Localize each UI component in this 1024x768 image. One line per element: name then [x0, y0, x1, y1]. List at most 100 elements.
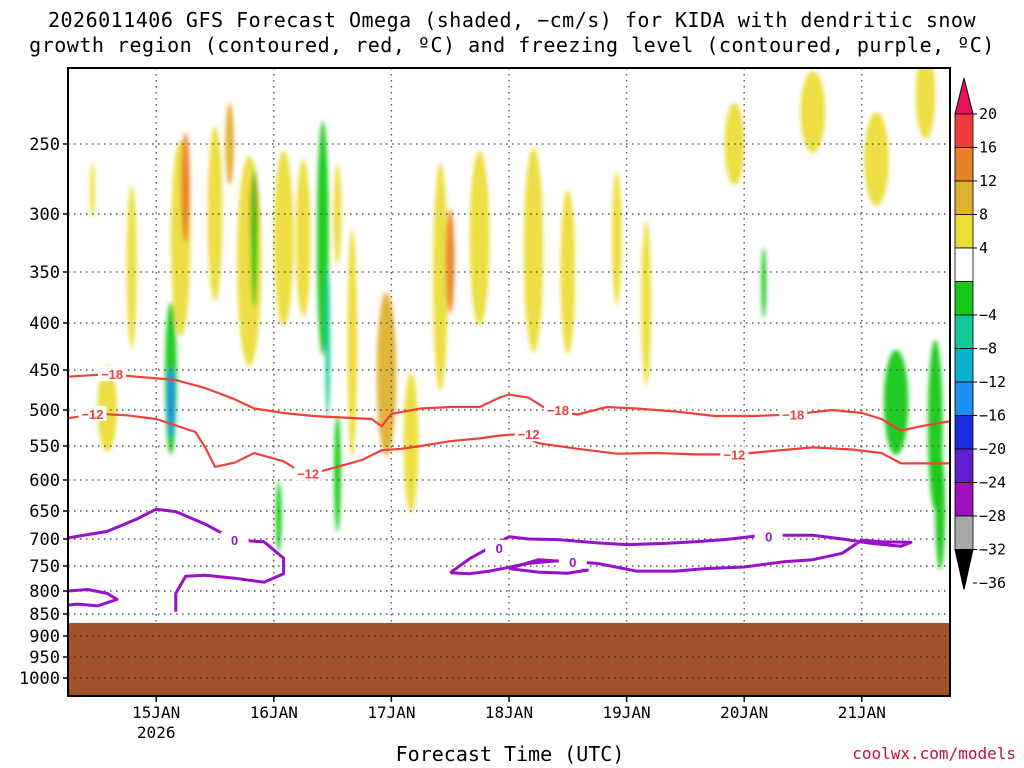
dgz-contour-label-bg — [98, 366, 127, 382]
colorbar-label: −28 — [979, 507, 1006, 525]
omega-blob — [333, 164, 342, 264]
colorbar-label: −8 — [979, 340, 997, 358]
omega-blob — [316, 121, 329, 356]
y-tick-label: 600 — [29, 471, 60, 491]
y-tick-label: 250 — [29, 135, 60, 155]
y-tick-label: 1000 — [19, 669, 60, 689]
dgz-contour-label-bg — [720, 446, 749, 462]
plot-background — [68, 68, 950, 696]
omega-blob — [275, 481, 282, 552]
dgz-contour-line — [68, 373, 950, 432]
freezing-contour-line — [449, 533, 913, 576]
omega-blob — [641, 221, 652, 386]
freezing-level-contours — [68, 507, 913, 612]
omega-shading — [90, 68, 946, 570]
colorbar-segment — [954, 415, 974, 450]
dgz-contour-label: −12 — [81, 407, 103, 422]
omega-blob — [347, 228, 358, 457]
colorbar-segment — [954, 180, 974, 215]
colorbar-segment — [954, 113, 974, 148]
omega-blob — [800, 70, 826, 153]
omega-blob — [433, 163, 448, 392]
chart-title-line2: growth region (contoured, red, ºC) and f… — [29, 33, 995, 57]
y-tick-label: 300 — [29, 205, 60, 225]
dgz-contour-label: −12 — [723, 447, 745, 462]
freezing-contour-label: 0 — [569, 555, 576, 570]
colorbar-segment — [954, 448, 974, 483]
y-tick-label: 400 — [29, 314, 60, 334]
omega-blob — [250, 168, 258, 309]
dgz-contour-label: −12 — [297, 466, 319, 481]
colorbar-label: 16 — [979, 139, 997, 157]
freezing-contour-label: 0 — [231, 533, 238, 548]
dgz-contour-label-bg — [78, 405, 107, 421]
x-tick-label: 21JAN — [838, 703, 886, 722]
freezing-contour-label-bg — [485, 539, 514, 555]
colorbar-top-arrow — [954, 77, 974, 115]
colorbar-segment — [954, 381, 974, 416]
omega-blob — [611, 171, 622, 305]
dgz-contour-label: −12 — [518, 427, 540, 442]
y-tick-label: 650 — [29, 502, 60, 522]
omega-blob — [864, 112, 889, 207]
omega-blob — [761, 247, 767, 318]
omega-blob — [225, 103, 235, 185]
contour-labels: 0 0 0 0 −18 −18 −18 −12 −12 −12 −12 — [78, 366, 808, 570]
chart-title-line1: 2026011406 GFS Forecast Omega (shaded, −… — [47, 8, 977, 32]
omega-blob — [97, 365, 117, 452]
x-tick-label: 15JAN — [132, 703, 180, 722]
omega-blob — [376, 292, 397, 457]
y-tick-label: 800 — [29, 582, 60, 602]
colorbar-segment — [954, 214, 974, 249]
terrain-fill — [68, 622, 950, 696]
y-tick-label: 450 — [29, 361, 60, 381]
freezing-contour-label: 0 — [765, 529, 772, 544]
y-tick-label: 850 — [29, 605, 60, 625]
colorbar-segment — [954, 281, 974, 316]
x-tick-label: 18JAN — [485, 703, 533, 722]
colorbar: 20 16 12 8 4 −4 −8 −12 −16 −20 −24 −28 −32 −36 — [954, 77, 1006, 592]
x-tick-label: 16JAN — [250, 703, 298, 722]
omega-blob — [295, 159, 311, 318]
omega-blob — [445, 208, 455, 314]
omega-blob — [237, 156, 262, 367]
x-tick-label: 19JAN — [603, 703, 651, 722]
dgz-contour-label-bg — [544, 402, 572, 417]
x-tick-label: 17JAN — [367, 703, 415, 722]
y-tick-label: 950 — [29, 648, 60, 668]
colorbar-segment — [954, 482, 974, 517]
freezing-contour-line — [68, 588, 119, 608]
y-tick-label: 550 — [29, 437, 60, 457]
grid-lines — [68, 68, 950, 696]
colorbar-bottom-arrow — [954, 549, 974, 590]
omega-blob — [469, 150, 490, 326]
credit-link[interactable]: coolwx.com/models — [852, 744, 1016, 763]
colorbar-label: −16 — [979, 407, 1006, 425]
colorbar-label: 8 — [979, 206, 988, 224]
omega-blob — [935, 452, 946, 570]
omega-blob — [883, 349, 909, 455]
dgz-contour-label: −18 — [782, 408, 804, 423]
x-axis-title: Forecast Time (UTC) — [395, 742, 625, 766]
freezing-contour-label: 0 — [496, 541, 503, 556]
dgz-contours — [68, 373, 950, 475]
y-tick-label: 700 — [29, 530, 60, 550]
colorbar-segment — [954, 314, 974, 349]
y-tick-label: 500 — [29, 401, 60, 421]
omega-blob — [167, 367, 175, 438]
omega-blob — [915, 68, 936, 139]
colorbar-label: −20 — [979, 440, 1006, 458]
freezing-contour-label-bg — [558, 553, 587, 569]
dgz-contour-label: −18 — [101, 367, 123, 382]
freezing-contour-label-bg — [220, 532, 249, 548]
colorbar-segment — [954, 147, 974, 182]
freezing-contour-label-bg — [754, 528, 783, 544]
x-tick-sublabel: 2026 — [137, 723, 176, 742]
colorbar-label: −4 — [979, 306, 997, 324]
dgz-contour-line — [68, 412, 950, 475]
y-tick-label: 350 — [29, 263, 60, 283]
y-axis: 2503003504004505005506006507007508008509… — [19, 135, 68, 689]
omega-blob — [90, 162, 95, 219]
omega-blob — [207, 126, 223, 302]
